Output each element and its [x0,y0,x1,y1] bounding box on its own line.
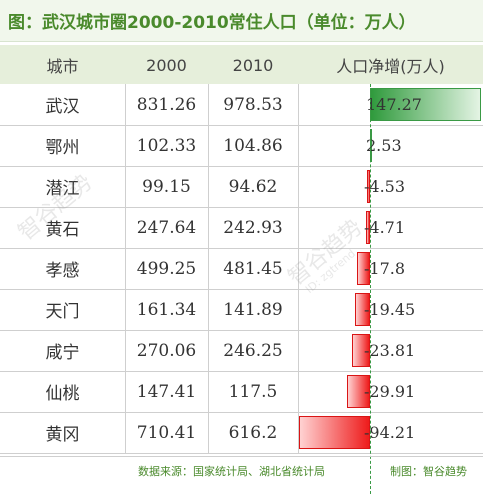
change-bar [366,170,370,203]
credit-note: 制图：智谷趋势 [390,465,467,478]
change-bar [299,416,370,449]
cell-city: 鄂州 [45,138,80,158]
change-label: -29.91 [364,382,416,401]
change-bar [370,88,481,121]
cell-city: 咸宁 [45,343,80,363]
cell-city: 武汉 [45,97,80,117]
cell-2010: 481.45 [223,258,283,279]
cell-2000: 147.41 [136,381,197,402]
row-divider [0,207,483,208]
cell-2000: 102.33 [136,135,197,156]
cell-city: 孝感 [45,261,80,281]
change-label: -23.81 [364,341,416,360]
cell-2010: 616.2 [228,422,278,443]
change-label: 2.53 [366,136,402,155]
change-bar [352,334,370,367]
row-divider [0,125,483,126]
change-label: -17.8 [364,259,406,278]
row-divider [0,412,483,413]
row-divider [0,371,483,372]
cell-city: 潜江 [45,179,80,199]
table-header: 城市 2000 2010 人口净增(万人) [0,44,483,84]
cell-2000: 270.06 [136,340,197,361]
cell-2000: 499.25 [136,258,197,279]
header-city: 城市 [46,57,79,76]
change-label: -94.21 [364,423,416,442]
cell-2000: 247.64 [136,217,197,238]
change-label: 147.27 [366,95,422,114]
row-divider [0,166,483,167]
change-label: -19.45 [364,300,416,319]
cell-2010: 242.93 [223,217,283,238]
change-bar [366,211,370,244]
cell-2010: 117.5 [228,381,278,402]
source-note: 数据来源：国家统计局、湖北省统计局 [138,465,325,478]
zero-axis [370,84,371,494]
cell-2000: 99.15 [142,176,191,197]
footer [0,456,483,493]
header-2000: 2000 [146,55,187,75]
title-bar: 图：武汉城市圈2000-2010常住人口（单位：万人） [0,0,483,42]
cell-2010: 94.62 [228,176,278,197]
change-bar [356,252,370,285]
cell-2010: 246.25 [223,340,283,361]
column-divider [125,84,126,453]
change-bar [355,293,370,326]
cell-2010: 104.86 [223,135,283,156]
cell-city: 黄石 [45,220,80,240]
change-label: -4.71 [364,218,406,237]
cell-2000: 710.41 [136,422,197,443]
column-divider [208,84,209,453]
cell-city: 黄冈 [45,425,80,445]
row-divider [0,289,483,290]
change-label: -4.53 [364,177,406,196]
header-change: 人口净增(万人) [336,57,445,76]
cell-2000: 831.26 [136,94,197,115]
cell-city: 仙桃 [45,384,80,404]
row-divider [0,330,483,331]
cell-2010: 978.53 [223,94,283,115]
header-2010: 2010 [232,55,274,75]
row-divider [0,248,483,249]
column-divider [298,84,299,453]
cell-2000: 161.34 [136,299,197,320]
cell-2010: 141.89 [223,299,283,320]
row-divider [0,453,483,454]
chart-title: 图：武汉城市圈2000-2010常住人口（单位：万人） [8,13,416,33]
change-bar [347,375,370,408]
cell-city: 天门 [45,302,80,322]
